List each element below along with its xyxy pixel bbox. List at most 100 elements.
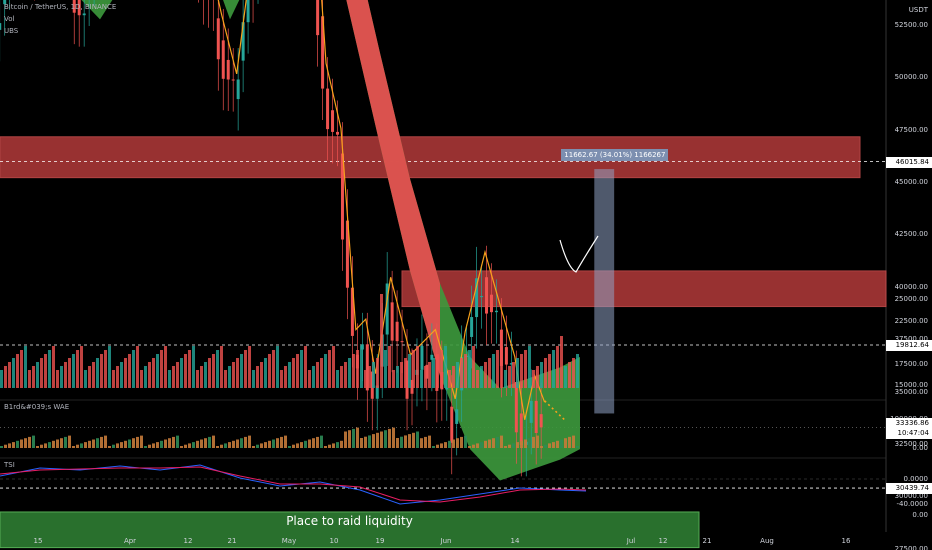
volume-bar: [336, 370, 339, 388]
volume-bar: [556, 346, 559, 388]
volume-bar: [572, 358, 575, 388]
volume-bar: [564, 366, 567, 388]
wae-bar: [144, 446, 147, 448]
candle-body: [514, 382, 518, 433]
candle-body: [241, 22, 245, 61]
projection-curve: [559, 235, 599, 273]
volume-bar: [400, 362, 403, 388]
x-tick-label: Apr: [123, 537, 137, 545]
wae-bar: [396, 438, 399, 448]
volume-bar: [320, 358, 323, 388]
volume-bar: [36, 362, 39, 388]
price-tick-label: 50000.00: [894, 73, 928, 82]
volume-bar: [524, 350, 527, 388]
candle-body: [365, 344, 369, 391]
volume-bar: [148, 362, 151, 388]
volume-bar: [188, 350, 191, 388]
volume-bar: [160, 350, 163, 388]
x-tick-label: 19: [375, 537, 385, 545]
volume-bar: [92, 362, 95, 388]
symbol-title: Bitcoin / TetherUS, 1D, BINANCE: [4, 3, 117, 11]
volume-bar: [432, 358, 435, 388]
volume-bar: [516, 358, 519, 388]
volume-bar: [364, 370, 367, 388]
candle-body: [3, 0, 7, 5]
wae-bar: [204, 438, 207, 448]
wae-bar: [400, 436, 403, 448]
volume-bar: [280, 370, 283, 388]
candle-body: [321, 16, 325, 89]
volume-bar: [168, 370, 171, 388]
candle-body: [231, 79, 235, 81]
volume-bar: [352, 354, 355, 388]
volume-bar: [408, 354, 411, 388]
price-tick-label: 27500.00: [894, 544, 928, 550]
price-tick-label: 47500.00: [894, 125, 928, 134]
volume-bar: [112, 370, 115, 388]
x-tick-label: 10: [329, 537, 339, 545]
volume-bar: [264, 358, 267, 388]
wae-bar: [136, 436, 139, 448]
wae-bar: [320, 435, 323, 448]
volume-bar: [452, 366, 455, 388]
wae-bar: [260, 443, 263, 448]
wae-bar: [372, 434, 375, 448]
candle-body: [405, 360, 409, 399]
volume-bar: [568, 362, 571, 388]
candle-body: [400, 341, 404, 343]
volume-bar: [56, 370, 59, 388]
volume-bar: [508, 366, 511, 388]
wae-bar: [124, 440, 127, 448]
volume-bar: [444, 346, 447, 388]
wae-bar: [196, 440, 199, 448]
volume-bar: [156, 354, 159, 388]
wae-bar: [64, 436, 67, 448]
tsi-tick-label: -40.0000: [896, 500, 928, 508]
wae-bar: [576, 446, 579, 448]
wae-bar: [376, 432, 379, 448]
wae-bar: [548, 443, 551, 448]
candle-body: [77, 0, 81, 16]
zone-green-low: [0, 511, 700, 549]
wae-bar: [32, 435, 35, 448]
wae-bar: [60, 438, 63, 448]
candle-body: [216, 18, 220, 60]
volume-bar: [380, 294, 383, 388]
candle-body: [226, 59, 230, 80]
wae-bar: [540, 446, 543, 448]
wae-bar: [428, 435, 431, 448]
x-tick-label: 12: [183, 537, 193, 545]
wae-bar: [404, 435, 407, 448]
wae-bar: [556, 440, 559, 448]
wae-bar: [120, 442, 123, 448]
candle-body: [450, 406, 454, 443]
wae-bar: [480, 442, 483, 448]
candle-body: [72, 0, 76, 13]
wae-bar: [420, 438, 423, 448]
candle-body: [489, 294, 493, 313]
volume-bar: [108, 346, 111, 388]
wae-bar: [96, 438, 99, 448]
volume-bar: [308, 370, 311, 388]
volume-bar: [360, 346, 363, 388]
wae-bar: [324, 446, 327, 448]
volume-bar: [392, 370, 395, 388]
volume-bar: [64, 362, 67, 388]
wae-bar: [108, 446, 111, 448]
wae-bar: [524, 439, 527, 448]
wae-bar: [184, 444, 187, 448]
volume-bar: [172, 366, 175, 388]
volume-bar: [128, 354, 131, 388]
wae-bar: [300, 442, 303, 448]
volume-bar: [464, 354, 467, 388]
price-tick-label: 52500.00: [894, 20, 928, 29]
volume-bar: [500, 346, 503, 388]
volume-bar: [32, 366, 35, 388]
volume-bar: [372, 362, 375, 388]
wae-bar: [472, 444, 475, 448]
volume-bar: [456, 362, 459, 388]
candle-body: [455, 409, 459, 424]
volume-bar: [436, 354, 439, 388]
volume-bar: [532, 370, 535, 388]
volume-bar: [212, 354, 215, 388]
